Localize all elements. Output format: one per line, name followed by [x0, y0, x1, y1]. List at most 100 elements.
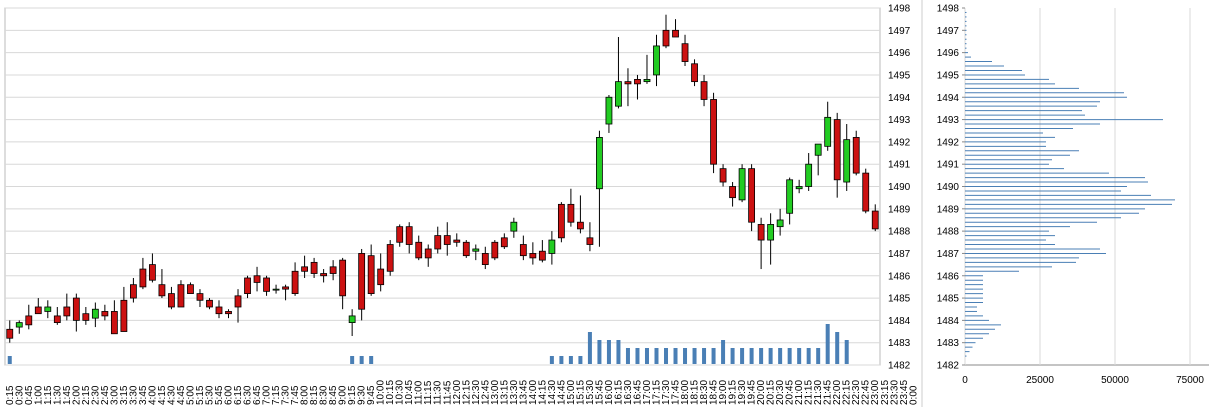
- x-tick-label: 16:30: [623, 380, 634, 405]
- volume-bar: [587, 332, 592, 364]
- x-tick-label: 2:30: [90, 385, 101, 405]
- candle-up: [786, 179, 794, 214]
- candle-down: [481, 253, 489, 265]
- candle-down: [339, 259, 347, 297]
- x-tick-label: 22:00: [832, 380, 843, 405]
- candle-down: [538, 250, 546, 261]
- x-tick-label: 16:00: [604, 380, 615, 405]
- profile-x-tick-label: 50000: [1101, 375, 1129, 386]
- x-tick-label: 12:00: [452, 380, 463, 405]
- volume-bar: [683, 348, 688, 364]
- candle-down: [710, 99, 717, 165]
- profile-y-tick-label: 1485: [937, 294, 960, 305]
- volume-bar: [835, 332, 840, 364]
- x-tick-label: 13:15: [499, 380, 510, 405]
- x-tick-label: 9:15: [347, 385, 358, 405]
- x-tick-label: 0:45: [24, 385, 35, 405]
- candle-down: [53, 315, 61, 324]
- x-tick-label: 3:45: [138, 385, 149, 405]
- candle-down: [405, 226, 413, 245]
- y-tick-label: 1484: [888, 316, 911, 327]
- x-tick-label: 23:30: [889, 380, 900, 405]
- candle-down: [700, 81, 708, 100]
- volume-bar: [654, 348, 659, 364]
- candle-down: [434, 235, 442, 250]
- candle-down: [453, 239, 461, 243]
- candle-up: [596, 137, 603, 190]
- profile-y-tick-label: 1490: [937, 182, 960, 193]
- y-tick-label: 1497: [888, 26, 911, 37]
- candle-down: [871, 210, 879, 230]
- x-tick-label: 5:00: [185, 385, 196, 405]
- profile-x-tick-label: 25000: [1026, 375, 1054, 386]
- volume-bar: [759, 348, 764, 364]
- x-tick-label: 17:15: [651, 380, 662, 405]
- x-tick-label: 17:00: [642, 380, 653, 405]
- candle-down: [215, 306, 223, 315]
- x-tick-label: 19:15: [728, 380, 739, 405]
- x-tick-label: 1:30: [52, 385, 63, 405]
- x-tick-label: 20:00: [756, 380, 767, 405]
- x-tick-label: 12:45: [480, 380, 491, 405]
- candle-down: [310, 261, 318, 274]
- candle-down: [282, 286, 289, 290]
- candle-down: [177, 284, 185, 308]
- x-tick-label: 20:30: [775, 380, 786, 405]
- candle-down: [672, 29, 679, 38]
- y-tick-label: 1496: [888, 48, 911, 59]
- candle-up: [843, 139, 851, 183]
- x-tick-label: 6:00: [224, 385, 235, 405]
- profile-y-tick-label: 1487: [937, 249, 960, 260]
- volume-bar: [568, 356, 573, 364]
- volume-bar: [559, 356, 564, 364]
- candle-down: [187, 284, 194, 294]
- x-tick-label: 18:30: [699, 380, 710, 405]
- candle-down: [491, 241, 499, 259]
- candle-down: [415, 241, 423, 259]
- x-tick-label: 15:00: [566, 380, 577, 405]
- candle-down: [529, 253, 537, 259]
- x-tick-label: 16:15: [613, 380, 624, 405]
- candle-down: [757, 224, 765, 241]
- x-tick-label: 14:30: [547, 380, 558, 405]
- volume-bar: [616, 340, 621, 364]
- x-tick-label: 5:45: [214, 385, 225, 405]
- candle-down: [329, 266, 337, 274]
- x-tick-label: 4:45: [176, 385, 187, 405]
- volume-bar: [702, 348, 707, 364]
- candle-down: [129, 284, 137, 299]
- x-tick-label: 4:30: [166, 385, 177, 405]
- x-tick-label: 8:15: [309, 385, 320, 405]
- x-tick-label: 7:30: [281, 385, 292, 405]
- x-tick-label: 18:45: [709, 380, 720, 405]
- profile-y-tick-label: 1484: [937, 316, 960, 327]
- volume-bar: [768, 348, 773, 364]
- x-tick-label: 12:30: [471, 380, 482, 405]
- x-tick-label: 16:45: [632, 380, 643, 405]
- candle-down: [234, 295, 242, 308]
- profile-y-tick-label: 1488: [937, 227, 960, 238]
- candle-down: [691, 63, 698, 83]
- y-tick-label: 1482: [888, 361, 911, 372]
- candle-up: [776, 219, 784, 228]
- candle-up: [795, 186, 803, 190]
- y-tick-label: 1493: [888, 115, 911, 126]
- volume-bar: [606, 340, 611, 364]
- x-tick-label: 11:00: [414, 380, 425, 405]
- x-tick-label: 10:15: [385, 380, 396, 405]
- x-tick-label: 21:30: [813, 380, 824, 405]
- x-tick-label: 10:00: [376, 380, 387, 405]
- x-tick-label: 21:00: [794, 380, 805, 405]
- candle-down: [719, 168, 727, 183]
- y-tick-label: 1495: [888, 70, 911, 81]
- candle-down: [662, 29, 670, 47]
- x-tick-label: 7:15: [271, 385, 282, 405]
- volume-bar: [787, 348, 792, 364]
- candle-down: [301, 266, 308, 272]
- candle-down: [225, 311, 232, 315]
- x-tick-label: 14:45: [556, 380, 567, 405]
- candle-down: [34, 306, 42, 315]
- candle-down: [101, 311, 109, 317]
- candle-up: [472, 248, 480, 252]
